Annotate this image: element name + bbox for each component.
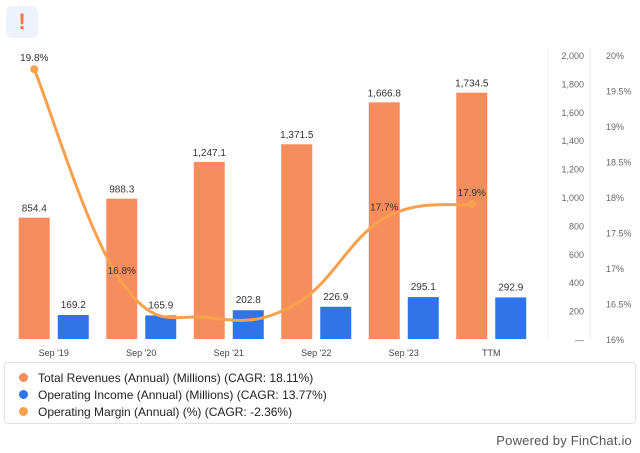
y-right-tick-label: 19.5% [606, 87, 632, 97]
revenue-bar [456, 92, 488, 340]
margin-data-label: 16.8% [108, 266, 136, 277]
income-bar [495, 297, 527, 339]
revenue-data-label: 988.3 [109, 185, 134, 196]
revenue-data-label: 1,666.8 [368, 88, 402, 99]
revenue-bar [368, 102, 400, 340]
y-left-tick-label: 1,200 [561, 165, 584, 175]
revenue-bar [106, 198, 138, 339]
income-bar [232, 310, 264, 339]
margin-data-label: 17.9% [458, 188, 486, 199]
margin-data-label: 17.7% [370, 202, 398, 213]
x-tick-label: Sep '19 [39, 348, 69, 358]
operating-margin-point [30, 65, 39, 74]
financial-chart: — 200 400 600 800 1,000 1,200 1,400 1,600 1,800 2,… [18, 48, 632, 358]
revenue-data-label: 1,247.1 [193, 148, 227, 159]
powered-by-footer[interactable]: Powered by FinChat.io [496, 433, 632, 448]
revenue-bar [193, 161, 225, 339]
y-left-tick-label: 600 [569, 250, 584, 260]
legend-label-income: Operating Income (Annual) (Millions) (CA… [38, 387, 327, 402]
legend-dot-income [19, 390, 28, 399]
y-right-tick-label: 17% [606, 264, 624, 274]
legend-item-margin[interactable]: Operating Margin (Annual) (%) (CAGR: -2.… [19, 403, 635, 420]
income-data-label: 292.9 [498, 282, 523, 293]
operating-margin-line [32, 67, 474, 322]
y-left-tick-label: — [575, 335, 584, 345]
revenue-data-label: 1,734.5 [455, 79, 489, 90]
y-left-tick-label: 2,000 [561, 51, 584, 61]
legend-dot-margin [19, 407, 28, 416]
legend-item-revenue[interactable]: Total Revenues (Annual) (Millions) (CAGR… [19, 369, 635, 386]
x-tick-label: Sep '22 [301, 348, 331, 358]
legend-item-income[interactable]: Operating Income (Annual) (Millions) (CA… [19, 386, 635, 403]
income-data-label: 165.9 [148, 300, 173, 311]
income-bar [407, 297, 439, 339]
revenue-bar [18, 217, 50, 339]
operating-margin-point [467, 200, 476, 209]
income-data-label: 169.2 [61, 300, 86, 311]
legend-dot-revenue [19, 373, 28, 382]
exclamation-icon: ! [18, 9, 26, 34]
y-right-tick-label: 18% [606, 193, 624, 203]
y-right-tick-label: 20% [606, 51, 624, 61]
y-left-tick-label: 800 [569, 221, 584, 231]
income-data-label: 226.9 [323, 292, 348, 303]
y-right-tick-label: 18.5% [606, 158, 632, 168]
y-left-tick-label: 1,800 [561, 79, 584, 89]
revenue-bar [281, 144, 313, 339]
margin-data-label: 19.8% [20, 53, 48, 64]
legend-label-revenue: Total Revenues (Annual) (Millions) (CAGR… [38, 370, 314, 385]
y-right-tick-label: 19% [606, 122, 624, 132]
legend-label-margin: Operating Margin (Annual) (%) (CAGR: -2.… [38, 404, 293, 419]
income-bar [145, 315, 177, 339]
y-left-tick-label: 1,400 [561, 136, 584, 146]
y-left-tick-label: 1,000 [561, 193, 584, 203]
y-right-tick-label: 16% [606, 335, 624, 345]
chart-legend: Total Revenues (Annual) (Millions) (CAGR… [4, 362, 636, 424]
x-tick-label: Sep '21 [214, 348, 244, 358]
x-tick-label: TTM [482, 348, 501, 358]
alert-badge[interactable]: ! [6, 6, 38, 38]
income-bar [57, 314, 89, 339]
y-left-tick-label: 1,600 [561, 108, 584, 118]
x-tick-label: Sep '20 [126, 348, 156, 358]
revenue-data-label: 854.4 [22, 204, 47, 215]
income-bar [320, 306, 352, 339]
y-right-tick-label: 17.5% [606, 229, 632, 239]
y-left-tick-label: 200 [569, 307, 584, 317]
income-data-label: 202.8 [236, 295, 261, 306]
x-tick-label: Sep '23 [389, 348, 419, 358]
y-right-tick-label: 16.5% [606, 300, 632, 310]
y-left-tick-label: 400 [569, 278, 584, 288]
income-data-label: 295.1 [411, 282, 436, 293]
revenue-data-label: 1,371.5 [280, 130, 314, 141]
